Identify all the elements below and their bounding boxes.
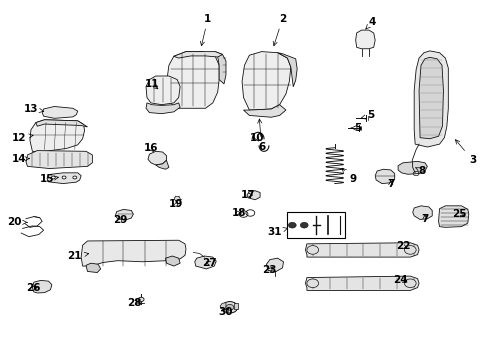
Circle shape xyxy=(225,305,233,310)
Text: 28: 28 xyxy=(127,298,142,308)
Polygon shape xyxy=(115,210,133,220)
Polygon shape xyxy=(220,303,225,309)
Text: 20: 20 xyxy=(7,217,27,227)
Polygon shape xyxy=(81,240,185,266)
Text: 30: 30 xyxy=(218,307,233,317)
Text: 4: 4 xyxy=(365,17,375,29)
Text: 9: 9 xyxy=(341,168,356,184)
Text: 5: 5 xyxy=(361,111,374,121)
Polygon shape xyxy=(277,53,297,87)
Polygon shape xyxy=(26,150,92,168)
Text: 23: 23 xyxy=(262,265,277,275)
Text: 26: 26 xyxy=(26,283,41,293)
Polygon shape xyxy=(413,51,447,147)
Polygon shape xyxy=(215,51,225,84)
Text: 14: 14 xyxy=(12,154,29,164)
Polygon shape xyxy=(374,169,394,184)
Text: 25: 25 xyxy=(451,209,466,219)
Text: 16: 16 xyxy=(143,143,158,153)
Polygon shape xyxy=(355,30,374,49)
Polygon shape xyxy=(166,51,219,108)
Text: 22: 22 xyxy=(395,241,409,251)
Polygon shape xyxy=(32,280,52,293)
Text: 27: 27 xyxy=(202,258,216,268)
Polygon shape xyxy=(156,160,168,169)
Polygon shape xyxy=(397,161,427,174)
Text: 31: 31 xyxy=(267,227,287,237)
Polygon shape xyxy=(146,103,180,114)
Polygon shape xyxy=(438,206,468,227)
Polygon shape xyxy=(86,263,101,273)
Text: 13: 13 xyxy=(23,104,44,114)
Circle shape xyxy=(222,302,237,313)
Polygon shape xyxy=(242,51,290,110)
Text: 6: 6 xyxy=(257,119,264,152)
Text: 15: 15 xyxy=(40,174,59,184)
Polygon shape xyxy=(36,120,87,127)
Text: 7: 7 xyxy=(386,179,394,189)
Circle shape xyxy=(306,279,318,288)
Circle shape xyxy=(288,222,296,228)
Polygon shape xyxy=(173,51,222,58)
Text: 10: 10 xyxy=(249,133,264,143)
Text: 2: 2 xyxy=(273,14,285,46)
Polygon shape xyxy=(47,173,81,184)
Text: 12: 12 xyxy=(12,133,33,143)
Polygon shape xyxy=(305,243,418,257)
Circle shape xyxy=(404,279,415,288)
Polygon shape xyxy=(233,303,237,309)
Text: 11: 11 xyxy=(144,79,159,89)
Text: 17: 17 xyxy=(241,190,255,200)
Polygon shape xyxy=(305,276,418,291)
Text: 5: 5 xyxy=(350,123,361,133)
Circle shape xyxy=(62,176,66,179)
Polygon shape xyxy=(266,258,283,271)
Text: 3: 3 xyxy=(454,140,475,165)
Polygon shape xyxy=(30,120,84,152)
Polygon shape xyxy=(246,191,260,200)
Polygon shape xyxy=(165,256,180,266)
Polygon shape xyxy=(148,151,166,165)
Polygon shape xyxy=(243,105,285,117)
Text: 21: 21 xyxy=(67,251,88,261)
Polygon shape xyxy=(412,206,431,220)
Text: 18: 18 xyxy=(231,208,245,218)
Polygon shape xyxy=(418,57,443,139)
Text: 24: 24 xyxy=(392,275,407,285)
Circle shape xyxy=(300,222,307,228)
Text: 7: 7 xyxy=(420,215,427,224)
Polygon shape xyxy=(194,256,216,269)
Circle shape xyxy=(306,246,318,254)
Bar xyxy=(287,212,344,238)
Circle shape xyxy=(73,176,77,179)
Circle shape xyxy=(404,246,415,254)
Circle shape xyxy=(138,297,144,302)
Text: 1: 1 xyxy=(200,14,211,46)
Circle shape xyxy=(51,176,55,179)
Circle shape xyxy=(174,197,180,201)
Text: 29: 29 xyxy=(113,215,127,225)
Polygon shape xyxy=(146,76,180,105)
Text: 19: 19 xyxy=(169,199,183,210)
Polygon shape xyxy=(42,107,78,118)
Text: 8: 8 xyxy=(415,166,425,176)
